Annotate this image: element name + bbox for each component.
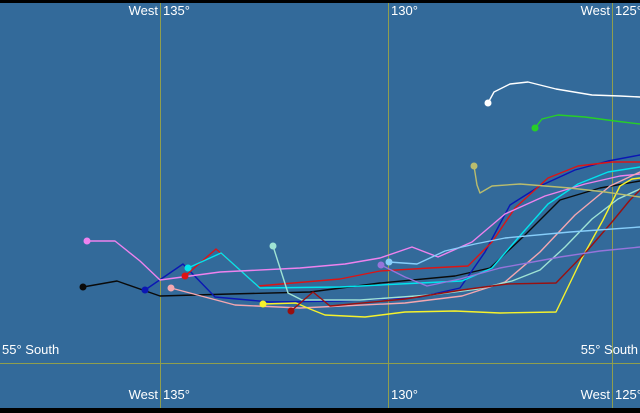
track-white-line	[487, 81, 640, 104]
label-top-west135-deg: 135°	[163, 3, 190, 18]
track-black-line	[82, 180, 640, 297]
label-top-west125-deg: 125°	[615, 3, 640, 18]
track-paleturquoise-start-dot[interactable]	[269, 242, 277, 250]
track-lightskyblue-line	[388, 226, 640, 265]
label-bottom-west125-west: West	[580, 387, 610, 402]
label-55-south-right: 55° South	[580, 342, 638, 357]
track-violet-start-dot[interactable]	[83, 237, 91, 245]
track-red-start-dot[interactable]	[181, 272, 189, 280]
track-white-start-dot[interactable]	[484, 99, 492, 107]
track-mediumpurple-start-dot[interactable]	[377, 261, 385, 269]
bottom-border-bar	[0, 408, 640, 413]
track-black-start-dot[interactable]	[79, 283, 87, 291]
track-pink-line	[170, 171, 640, 309]
label-bottom-130: 130°	[391, 387, 418, 402]
track-cyan-start-dot[interactable]	[184, 264, 192, 272]
label-55-south-left: 55° South	[2, 342, 60, 357]
track-darkred-start-dot[interactable]	[287, 307, 295, 315]
track-yellow-line	[262, 177, 640, 318]
track-navy-line	[144, 154, 640, 303]
top-border-bar	[0, 0, 640, 3]
track-darkred-line	[290, 189, 640, 312]
track-yellow-start-dot[interactable]	[259, 300, 267, 308]
track-navy-start-dot[interactable]	[141, 286, 149, 294]
track-lightskyblue-start-dot[interactable]	[385, 258, 393, 266]
label-top-130: 130°	[391, 3, 418, 18]
label-bottom-west135-west: West	[128, 387, 158, 402]
track-green-start-dot[interactable]	[531, 124, 539, 132]
track-violet-line	[86, 173, 640, 281]
track-khaki-start-dot[interactable]	[470, 162, 478, 170]
track-mediumpurple-line	[380, 246, 640, 287]
label-top-west125-west: West	[580, 3, 610, 18]
track-pink-start-dot[interactable]	[167, 284, 175, 292]
track-green-line	[534, 114, 640, 129]
label-bottom-west125-deg: 125°	[615, 387, 640, 402]
label-top-west135-west: West	[128, 3, 158, 18]
track-paleturquoise-line	[272, 188, 640, 301]
track-khaki-line	[473, 165, 640, 198]
label-bottom-west135-deg: 135°	[163, 387, 190, 402]
